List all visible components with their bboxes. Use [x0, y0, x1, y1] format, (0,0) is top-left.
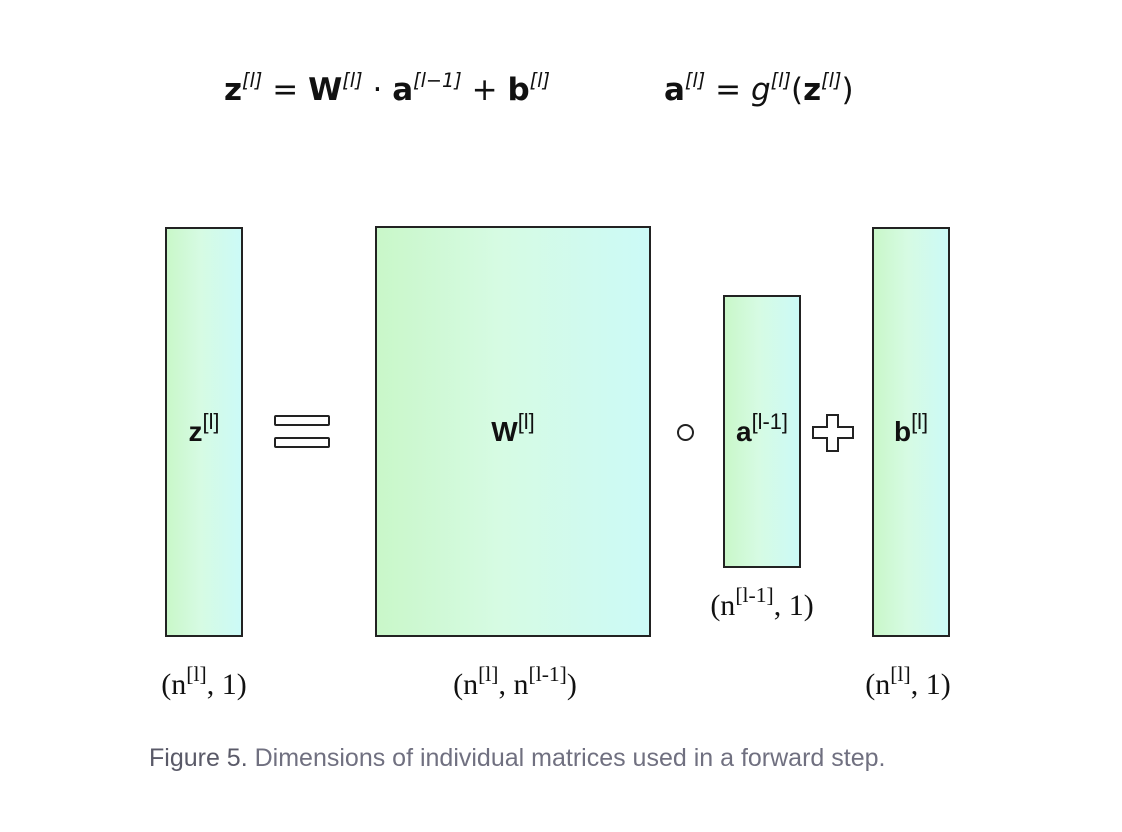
eq-dot: ·	[372, 72, 383, 108]
activation-equation: a[l] = g[l](z[l])	[664, 68, 854, 122]
matrix-w: W[l]	[375, 226, 651, 637]
dim-b: (n[l], 1)	[865, 662, 951, 701]
act-a: a	[664, 72, 685, 108]
caption-text: Dimensions of individual matrices used i…	[247, 744, 886, 772]
figure-caption: Figure 5. Dimensions of individual matri…	[149, 744, 885, 773]
matrix-b: b[l]	[872, 227, 950, 637]
dim-a: (n[l-1], 1)	[710, 583, 814, 622]
dot-product-operator	[677, 424, 694, 441]
eq-z-sup: [l]	[242, 68, 263, 92]
act-g-sup: [l]	[770, 68, 791, 92]
eq-w: W	[308, 72, 343, 108]
matrix-z: z[l]	[165, 227, 243, 637]
matrix-w-label: W[l]	[491, 408, 535, 447]
act-equals: =	[715, 72, 742, 108]
act-a-sup: [l]	[684, 68, 706, 92]
act-z: z	[803, 72, 822, 108]
matrix-a-label: a[l-1]	[736, 408, 788, 447]
plus-operator	[812, 414, 854, 452]
eq-a-sup: [l−1]	[413, 68, 462, 92]
matrix-a: a[l-1]	[723, 295, 801, 568]
matrix-z-label: z[l]	[188, 409, 220, 447]
eq-b: b	[507, 72, 530, 108]
eq-equals: =	[272, 72, 299, 108]
act-open: (	[790, 72, 804, 108]
eq-a: a	[392, 72, 414, 108]
dim-w: (n[l], n[l-1])	[453, 662, 577, 701]
act-g: g	[750, 72, 771, 108]
dim-z: (n[l], 1)	[161, 662, 247, 701]
eq-z: z	[224, 72, 243, 108]
eq-plus: +	[471, 72, 498, 108]
caption-lead: Figure 5.	[149, 744, 248, 772]
eq-b-sup: [l]	[529, 68, 550, 92]
matrix-b-label: b[l]	[893, 409, 929, 447]
act-close: )	[841, 72, 854, 108]
equals-operator	[274, 415, 330, 451]
eq-w-sup: [l]	[342, 68, 363, 92]
forward-equation: z[l] = W[l] · a[l−1] + b[l]	[224, 68, 550, 122]
act-z-sup: [l]	[821, 68, 842, 92]
